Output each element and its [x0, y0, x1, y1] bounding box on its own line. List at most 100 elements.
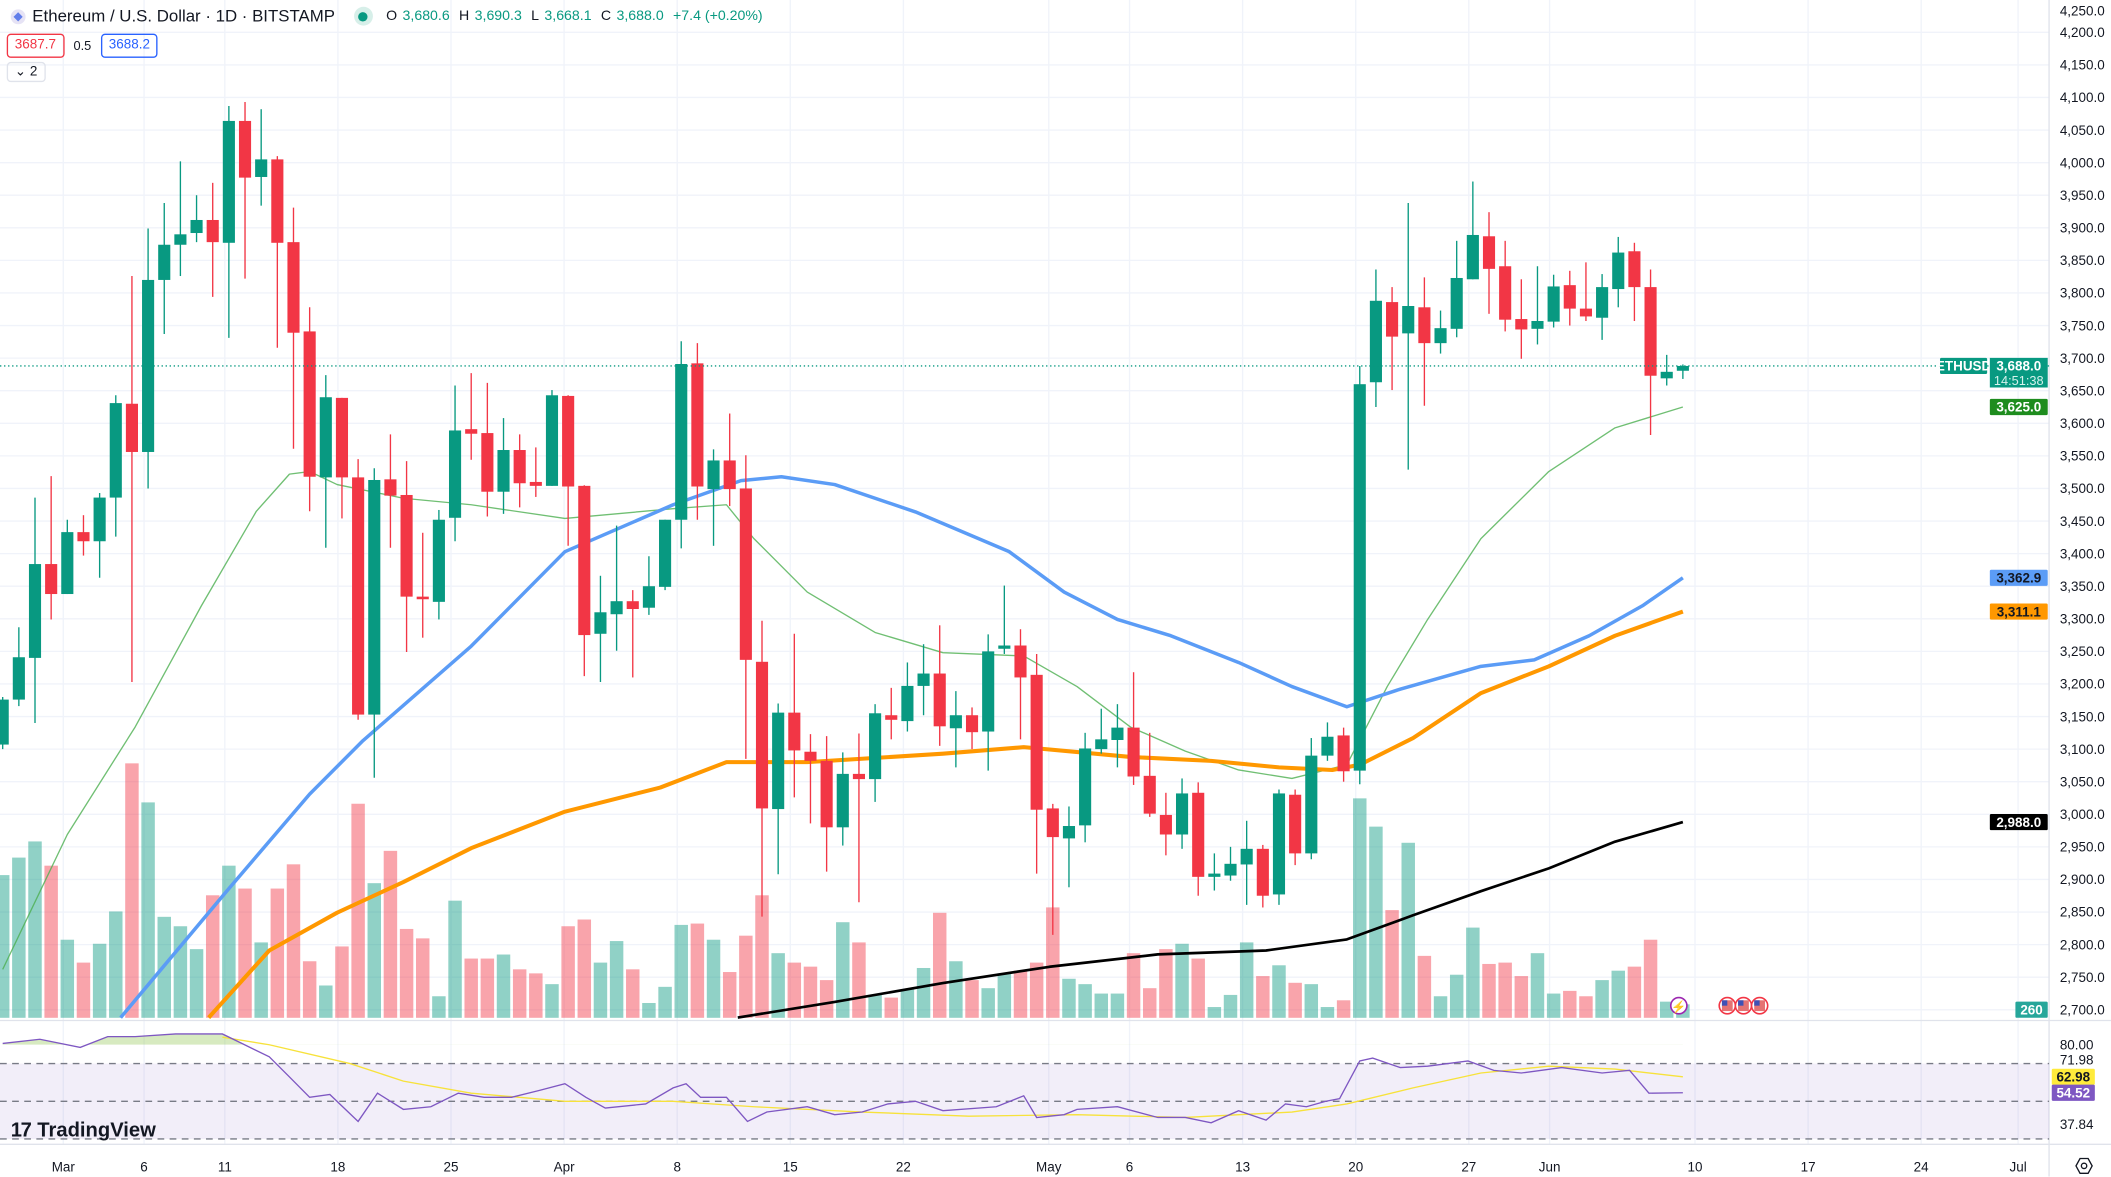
candle[interactable]: [626, 590, 639, 678]
candle[interactable]: [1256, 844, 1269, 908]
candle[interactable]: [1579, 262, 1592, 321]
candle[interactable]: [1111, 704, 1124, 768]
candle[interactable]: [1046, 803, 1059, 935]
candle[interactable]: [465, 373, 478, 460]
candle[interactable]: [1062, 806, 1076, 888]
candle[interactable]: [497, 418, 510, 514]
settings-gear-icon[interactable]: [2075, 1156, 2094, 1175]
candle[interactable]: [1466, 181, 1479, 280]
us-flag-event-icon[interactable]: [1718, 996, 1737, 1015]
candle[interactable]: [190, 195, 203, 243]
candle[interactable]: [238, 102, 252, 279]
candle[interactable]: [1434, 310, 1447, 354]
moving-average-line-1[interactable]: [2, 406, 1684, 970]
candle[interactable]: [416, 532, 429, 638]
price-axis[interactable]: 4,250.0 4,200.0 4,150.0 4,100.0 4,050.0 4,000…: [2060, 3, 2105, 1017]
candle[interactable]: [1563, 270, 1576, 326]
candle[interactable]: [1386, 287, 1399, 391]
candle[interactable]: [1321, 722, 1334, 761]
moving-average-line-4[interactable]: [737, 820, 1684, 1019]
candle[interactable]: [1450, 240, 1463, 338]
candle[interactable]: [755, 620, 769, 917]
candle[interactable]: [739, 455, 752, 759]
candle[interactable]: [335, 397, 349, 519]
candle[interactable]: [352, 459, 365, 720]
time-axis[interactable]: Mar 6 11 18 25 Apr 8 15 22 May 6 13 20 27 Jun 10 17 24 Jul: [52, 1159, 2027, 1174]
rsi-line[interactable]: [2, 1033, 1683, 1124]
candle[interactable]: [1515, 279, 1528, 359]
candle[interactable]: [303, 307, 316, 512]
us-flag-event-icon[interactable]: [1750, 996, 1769, 1015]
candle[interactable]: [206, 182, 219, 297]
candle[interactable]: [222, 105, 235, 338]
candle[interactable]: [772, 703, 785, 875]
candle[interactable]: [659, 519, 672, 591]
candle[interactable]: [852, 733, 865, 903]
candle[interactable]: [1369, 269, 1382, 408]
candle[interactable]: [545, 390, 559, 486]
lightning-event-icon[interactable]: [1669, 996, 1688, 1015]
candle[interactable]: [109, 395, 122, 537]
candle[interactable]: [723, 413, 736, 507]
candle[interactable]: [481, 382, 494, 517]
us-flag-event-icon[interactable]: [1734, 996, 1753, 1015]
candle[interactable]: [820, 736, 833, 872]
candle[interactable]: [1127, 672, 1140, 785]
candle[interactable]: [1547, 274, 1560, 328]
candle[interactable]: [1531, 266, 1544, 345]
moving-average-line-3[interactable]: [207, 609, 1684, 1019]
candle[interactable]: [45, 476, 58, 620]
candle[interactable]: [1240, 820, 1253, 905]
candle[interactable]: [1289, 789, 1302, 866]
candle[interactable]: [1482, 212, 1496, 314]
candle[interactable]: [917, 644, 930, 716]
sell-button[interactable]: 3687.7: [6, 33, 65, 58]
buy-button[interactable]: 3688.2: [100, 33, 159, 58]
candle[interactable]: [901, 662, 914, 732]
indicators-toggle-button[interactable]: ⌄ 2: [6, 61, 46, 83]
candle[interactable]: [610, 525, 623, 651]
candle[interactable]: [1159, 792, 1172, 856]
candle[interactable]: [1305, 738, 1318, 860]
candle[interactable]: [432, 509, 445, 620]
candle[interactable]: [933, 625, 946, 746]
candle[interactable]: [594, 575, 607, 683]
candle[interactable]: [949, 691, 962, 768]
candle[interactable]: [691, 343, 704, 520]
candle[interactable]: [1499, 240, 1512, 332]
candle[interactable]: [1676, 364, 1689, 379]
candle[interactable]: [174, 161, 187, 277]
candle[interactable]: [77, 515, 90, 556]
candle[interactable]: [1272, 789, 1286, 905]
candle[interactable]: [1014, 629, 1027, 740]
moving-average-line-2[interactable]: [119, 474, 1684, 1019]
candle[interactable]: [1175, 778, 1189, 849]
candle[interactable]: [319, 375, 332, 548]
candle[interactable]: [885, 687, 898, 740]
candle[interactable]: [1628, 242, 1641, 321]
candle[interactable]: [707, 449, 720, 546]
candle[interactable]: [965, 707, 979, 750]
candle[interactable]: [1612, 236, 1625, 308]
candle[interactable]: [982, 634, 995, 771]
candle[interactable]: [158, 203, 171, 335]
candle[interactable]: [1418, 277, 1431, 406]
tradingview-logo[interactable]: 17 TradingView: [11, 1119, 156, 1142]
candle[interactable]: [61, 519, 74, 595]
candle[interactable]: [287, 207, 300, 449]
candle[interactable]: [271, 156, 284, 348]
candle[interactable]: [1224, 846, 1237, 881]
candle[interactable]: [1660, 354, 1673, 386]
candle[interactable]: [93, 493, 106, 578]
market-status-icon[interactable]: [353, 6, 373, 26]
candle[interactable]: [1337, 727, 1350, 782]
candle[interactable]: [836, 752, 849, 846]
candle[interactable]: [142, 228, 155, 489]
candle[interactable]: [448, 385, 462, 542]
candle[interactable]: [1402, 203, 1415, 470]
candle[interactable]: [513, 434, 526, 508]
candle[interactable]: [368, 468, 381, 778]
candle[interactable]: [675, 341, 688, 549]
candle[interactable]: [28, 497, 42, 724]
